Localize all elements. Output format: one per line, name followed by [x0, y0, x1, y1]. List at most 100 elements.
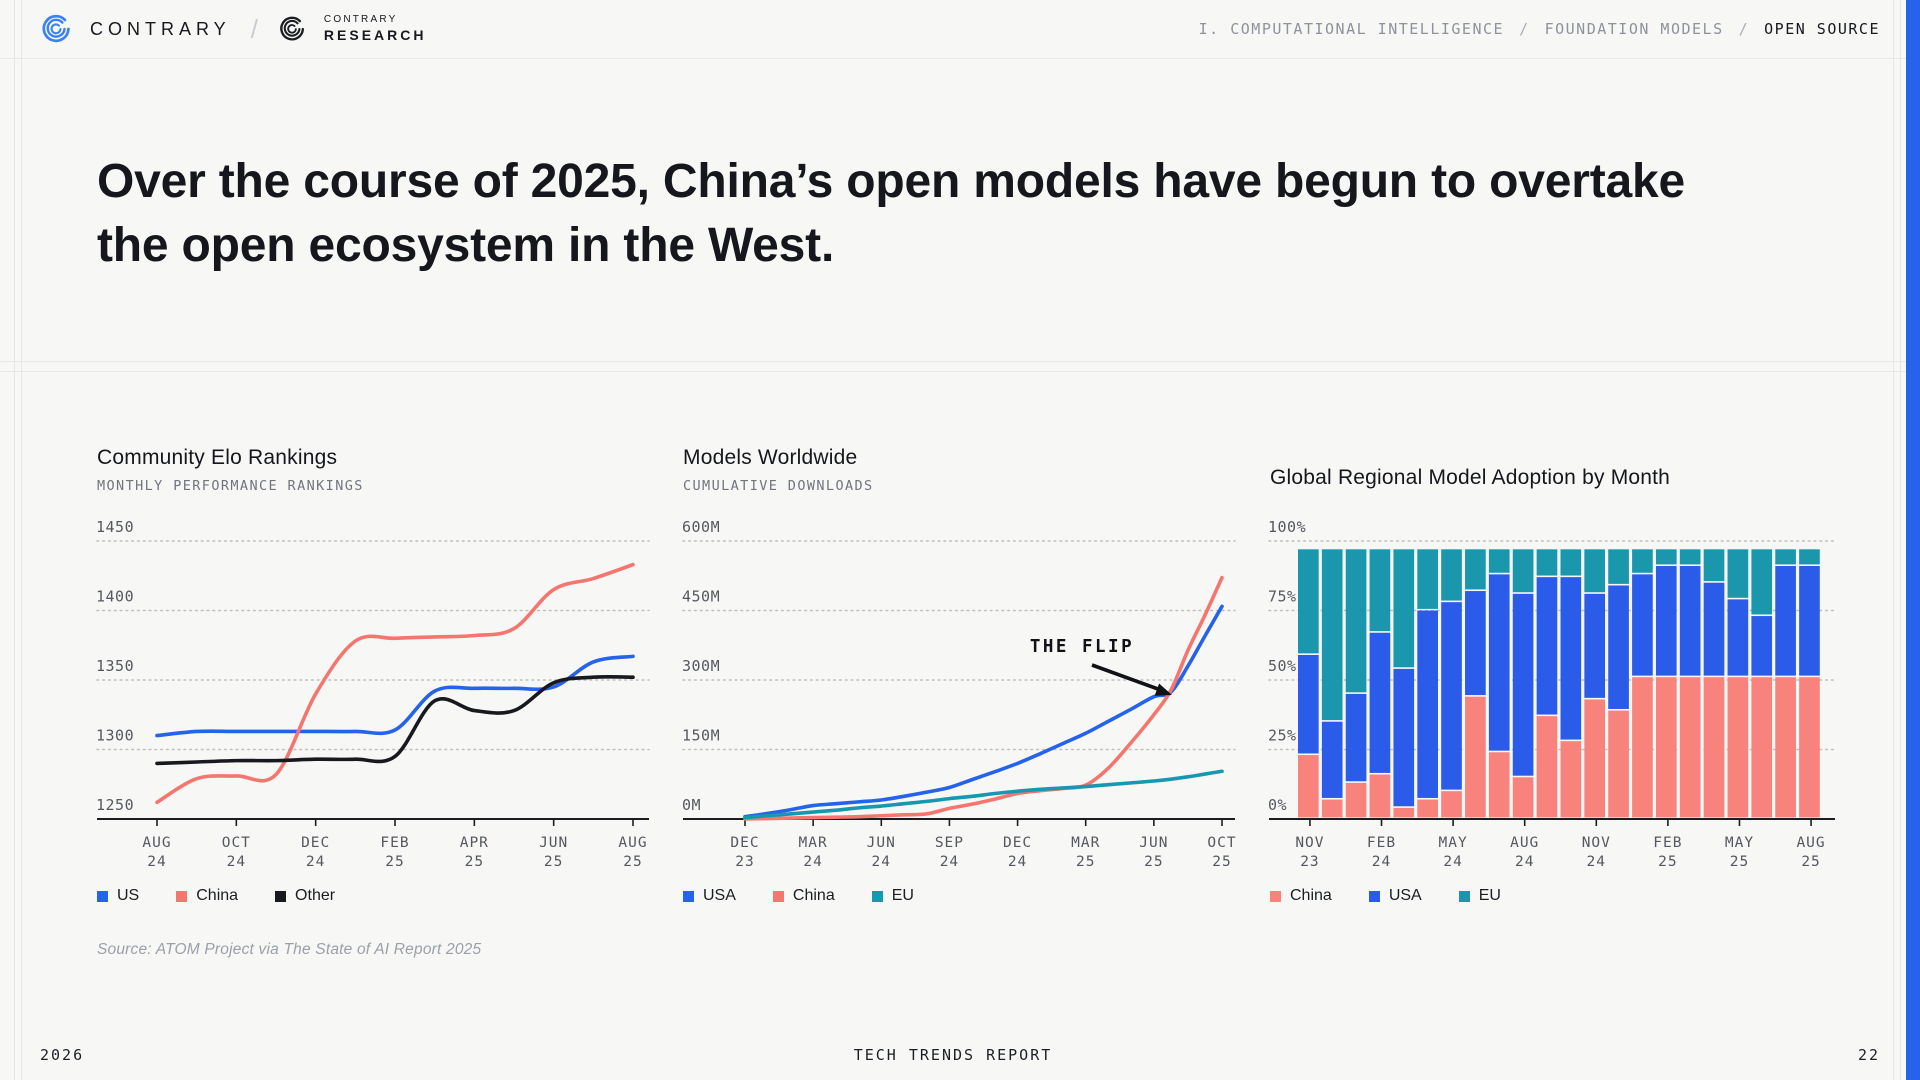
- svg-text:JUN: JUN: [1139, 835, 1168, 851]
- us-swatch: [97, 890, 108, 902]
- svg-text:24: 24: [872, 854, 891, 870]
- svg-text:1400: 1400: [96, 588, 134, 606]
- svg-text:THE FLIP: THE FLIP: [1030, 637, 1134, 657]
- frame-line-left-inner: [21, 0, 22, 1080]
- svg-text:AUG: AUG: [618, 835, 647, 851]
- page-title: Over the course of 2025, China’s open mo…: [97, 155, 1685, 272]
- downloads-chart-subtitle: CUMULATIVE DOWNLOADS: [683, 478, 874, 494]
- downloads-line-chart: 600M 450M 300M 150M 0M DEC 23 MAR 24 JUN 24 SEP 24 DE…: [682, 518, 1236, 870]
- svg-text:25%: 25%: [1268, 727, 1297, 745]
- svg-text:24: 24: [803, 854, 822, 870]
- svg-text:75%: 75%: [1268, 588, 1297, 606]
- svg-text:JUN: JUN: [539, 835, 568, 851]
- research-lockup: CONTRARY RESEARCH: [323, 14, 427, 43]
- svg-text:25: 25: [623, 854, 642, 870]
- svg-text:DEC: DEC: [301, 835, 330, 851]
- svg-text:0%: 0%: [1268, 796, 1287, 814]
- breadcrumb-item-section[interactable]: I. COMPUTATIONAL INTELLIGENCE: [1198, 20, 1505, 38]
- legend-item-china: China: [772, 887, 835, 905]
- svg-text:24: 24: [1008, 854, 1027, 870]
- footer-report-title: TECH TRENDS REPORT: [853, 1046, 1053, 1064]
- svg-text:600M: 600M: [682, 518, 720, 536]
- elo-chart-subtitle: MONTHLY PERFORMANCE RANKINGS: [97, 478, 364, 494]
- svg-text:NOV: NOV: [1582, 835, 1611, 851]
- legend-item-china: China: [1270, 887, 1332, 905]
- svg-text:MAR: MAR: [799, 835, 828, 851]
- svg-text:24: 24: [1587, 854, 1606, 870]
- svg-text:24: 24: [147, 854, 166, 870]
- svg-text:AUG: AUG: [142, 835, 171, 851]
- svg-text:23: 23: [1300, 854, 1319, 870]
- svg-text:25: 25: [1076, 854, 1095, 870]
- svg-text:150M: 150M: [682, 727, 720, 745]
- contrary-logo[interactable]: CONTRARY / CONTRARY RESEARCH: [40, 13, 427, 45]
- china-swatch: [1270, 890, 1281, 902]
- svg-text:1350: 1350: [96, 657, 134, 675]
- footer-year: 2026: [40, 1046, 85, 1064]
- svg-text:FEB: FEB: [1653, 835, 1682, 851]
- svg-text:25: 25: [1801, 854, 1820, 870]
- svg-text:25: 25: [465, 854, 484, 870]
- breadcrumb-separator: /: [1519, 20, 1530, 38]
- svg-text:MAY: MAY: [1439, 835, 1468, 851]
- breadcrumb-item-topic[interactable]: FOUNDATION MODELS: [1544, 20, 1724, 38]
- right-accent-strip: [1906, 0, 1920, 1080]
- svg-text:AUG: AUG: [1796, 835, 1825, 851]
- legend-item-other: Other: [275, 887, 335, 905]
- header-divider: [0, 58, 1906, 59]
- svg-text:MAR: MAR: [1071, 835, 1100, 851]
- svg-text:24: 24: [227, 854, 246, 870]
- frame-line-left-outer: [14, 0, 15, 1080]
- svg-text:FEB: FEB: [380, 835, 409, 851]
- breadcrumb: I. COMPUTATIONAL INTELLIGENCE / FOUNDATI…: [1199, 20, 1880, 38]
- svg-text:FEB: FEB: [1367, 835, 1396, 851]
- section-divider-bottom: [0, 371, 1906, 372]
- svg-text:JUN: JUN: [867, 835, 896, 851]
- contrary-swirl-icon: [40, 13, 72, 45]
- downloads-chart-title: Models Worldwide: [683, 446, 858, 469]
- svg-text:25: 25: [544, 854, 563, 870]
- svg-text:AUG: AUG: [1510, 835, 1539, 851]
- brand-wordmark: CONTRARY: [90, 18, 231, 39]
- legend-item-eu: EU: [871, 887, 914, 905]
- other-swatch: [275, 890, 287, 902]
- legend-item-usa: USA: [1368, 887, 1422, 905]
- svg-text:DEC: DEC: [1003, 835, 1032, 851]
- svg-text:25: 25: [1730, 854, 1749, 870]
- elo-line-chart: 1450 1400 1350 1300 1250 AUG 24 OCT 24 DEC 24 FEB 25…: [96, 518, 650, 870]
- svg-text:25: 25: [385, 854, 404, 870]
- breadcrumb-item-current[interactable]: OPEN SOURCE: [1764, 20, 1880, 38]
- svg-text:25: 25: [1212, 854, 1231, 870]
- china-swatch: [772, 890, 784, 902]
- svg-text:100%: 100%: [1268, 518, 1306, 536]
- svg-text:1300: 1300: [96, 727, 134, 745]
- svg-text:25: 25: [1144, 854, 1163, 870]
- usa-swatch: [683, 890, 694, 902]
- china-swatch: [176, 890, 188, 902]
- downloads-legend: USA China EU: [683, 887, 914, 905]
- svg-text:1450: 1450: [96, 518, 134, 536]
- svg-text:OCT: OCT: [1207, 835, 1236, 851]
- adoption-legend: China USA EU: [1270, 887, 1501, 905]
- svg-text:SEP: SEP: [935, 835, 964, 851]
- source-note: Source: ATOM Project via The State of AI…: [97, 941, 482, 958]
- frame-line-right-inner: [1893, 0, 1894, 1080]
- svg-text:0M: 0M: [682, 796, 701, 814]
- adoption-chart-title: Global Regional Model Adoption by Month: [1270, 466, 1671, 489]
- svg-text:DEC: DEC: [730, 835, 759, 851]
- svg-text:1250: 1250: [96, 796, 134, 814]
- svg-text:23: 23: [735, 854, 754, 870]
- section-divider-top: [0, 361, 1906, 362]
- breadcrumb-separator: /: [1738, 20, 1750, 38]
- frame-line-right-outer: [1900, 0, 1901, 1080]
- eu-swatch: [871, 890, 883, 902]
- research-swirl-icon: [278, 15, 306, 43]
- logo-divider: /: [250, 13, 258, 44]
- legend-item-china: China: [176, 887, 238, 905]
- elo-legend: US China Other: [97, 887, 335, 905]
- svg-text:MAY: MAY: [1725, 835, 1754, 851]
- usa-swatch: [1368, 890, 1380, 902]
- svg-text:300M: 300M: [682, 657, 720, 675]
- svg-text:24: 24: [306, 854, 325, 870]
- svg-text:APR: APR: [460, 835, 489, 851]
